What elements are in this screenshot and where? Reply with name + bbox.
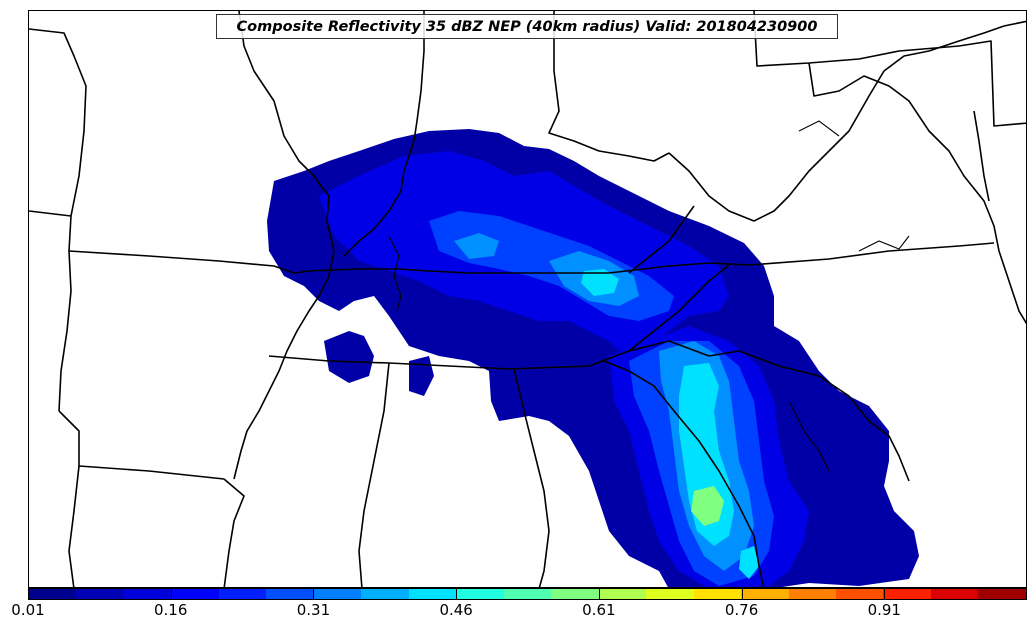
colorbar-tick-mark [313, 589, 315, 599]
colorbar-segment-12 [598, 589, 647, 599]
colorbar-tick-mark [598, 589, 600, 599]
colorbar-tick-label: 0.91 [867, 601, 901, 619]
colorbar-segment-18 [883, 589, 931, 599]
colorbar-segment-4 [218, 589, 267, 599]
colorbar-segment-10 [503, 589, 552, 599]
contour-level-1c [409, 356, 434, 396]
colorbar-segment-17 [835, 589, 884, 599]
colorbar-tick-label: 0.61 [582, 601, 616, 619]
colorbar-tick-labels: 0.01 0.16 0.31 0.46 0.61 0.76 0.91 [0, 601, 1036, 625]
colorbar-tick-label: 0.31 [296, 601, 331, 619]
colorbar-segment-1 [76, 589, 124, 599]
colorbar-segment-16 [788, 589, 836, 599]
state-boundaries [29, 11, 1026, 587]
colorbar-tick-mark [170, 589, 172, 599]
colorbar-tick-mark [884, 589, 886, 599]
colorbar-segment-14 [693, 589, 742, 599]
colorbar-segment-8 [408, 589, 457, 599]
map-panel [28, 10, 1027, 588]
colorbar-segment-20 [978, 589, 1026, 599]
colorbar-tick-label: 0.16 [154, 601, 188, 619]
contour-level-6b [739, 546, 759, 579]
colorbar-segment-3 [171, 589, 219, 599]
probability-colorbar [28, 588, 1027, 600]
colorbar-tick-label: 0.76 [724, 601, 759, 619]
colorbar-segment-6 [313, 589, 362, 599]
colorbar-segment-19 [930, 589, 979, 599]
map-title: Composite Reflectivity 35 dBZ NEP (40km … [216, 14, 838, 39]
probability-contours [267, 129, 919, 587]
rivers-coastline [388, 120, 910, 472]
contour-level-4c [454, 233, 499, 259]
colorbar-tick-mark [741, 589, 743, 599]
colorbar-segment-7 [361, 589, 409, 599]
colorbar-tick-label: 0.46 [439, 601, 473, 619]
colorbar-tick-mark [456, 589, 458, 599]
colorbar-segment-13 [646, 589, 694, 599]
colorbar-tick-label: 0.01 [11, 601, 45, 619]
colorbar-segment-9 [456, 589, 504, 599]
contour-level-1b [324, 331, 374, 383]
colorbar-segment-2 [123, 589, 172, 599]
colorbar-segment-15 [741, 589, 789, 599]
colorbar-segment-5 [266, 589, 314, 599]
contour-level-6 [691, 486, 724, 526]
contour-level-5 [581, 269, 619, 296]
probability-map [29, 11, 1026, 587]
colorbar-segment-11 [551, 589, 599, 599]
colorbar-segment-0 [29, 589, 77, 599]
